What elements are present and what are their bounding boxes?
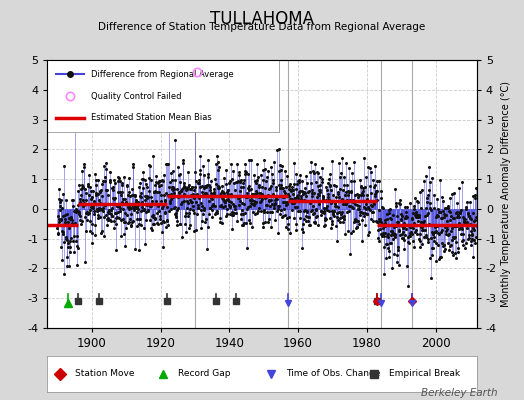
Text: Berkeley Earth: Berkeley Earth (421, 388, 498, 398)
Text: Empirical Break: Empirical Break (389, 370, 460, 378)
Text: Time of Obs. Change: Time of Obs. Change (286, 370, 380, 378)
Text: Station Move: Station Move (75, 370, 135, 378)
Y-axis label: Monthly Temperature Anomaly Difference (°C): Monthly Temperature Anomaly Difference (… (501, 81, 511, 307)
Text: Difference of Station Temperature Data from Regional Average: Difference of Station Temperature Data f… (99, 22, 425, 32)
Text: TULLAHOMA: TULLAHOMA (210, 10, 314, 28)
Text: Record Gap: Record Gap (178, 370, 231, 378)
